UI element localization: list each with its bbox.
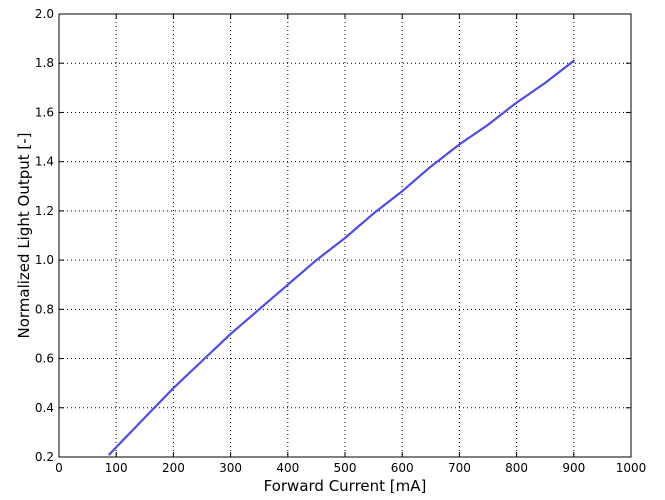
- y-axis-label: Normalized Light Output [-]: [15, 132, 33, 338]
- y-tick-label: 1.4: [35, 155, 54, 169]
- x-tick-labels: 0 100 200 300 400 500 600 700 800 900 1000: [55, 461, 646, 475]
- x-tick-label: 600: [391, 461, 414, 475]
- ticks: [58, 13, 632, 458]
- series-line: [108, 59, 575, 456]
- y-tick-label: 1.8: [35, 56, 54, 70]
- grid: [59, 14, 631, 457]
- x-tick-label: 0: [55, 461, 63, 475]
- x-tick-label: 500: [334, 461, 357, 475]
- y-tick-label: 0.6: [35, 352, 54, 366]
- x-tick-label: 100: [105, 461, 128, 475]
- x-tick-label: 300: [219, 461, 242, 475]
- x-tick-label: 900: [562, 461, 585, 475]
- y-tick-label: 0.2: [35, 450, 54, 464]
- x-tick-label: 200: [162, 461, 185, 475]
- y-tick-label: 1.2: [35, 204, 54, 218]
- y-tick-label: 0.4: [35, 401, 54, 415]
- y-tick-label: 1.6: [35, 105, 54, 119]
- y-tick-labels: 0.2 0.4 0.6 0.8 1.0 1.2 1.4 1.6 1.8 2.0: [35, 7, 54, 464]
- x-tick-label: 1000: [616, 461, 647, 475]
- y-tick-label: 1.0: [35, 253, 54, 267]
- x-axis-label: Forward Current [mA]: [264, 477, 427, 495]
- x-tick-label: 700: [448, 461, 471, 475]
- x-tick-label: 800: [505, 461, 528, 475]
- series-group: [108, 59, 575, 456]
- y-tick-label: 2.0: [35, 7, 54, 21]
- y-tick-label: 0.8: [35, 302, 54, 316]
- x-tick-label: 400: [276, 461, 299, 475]
